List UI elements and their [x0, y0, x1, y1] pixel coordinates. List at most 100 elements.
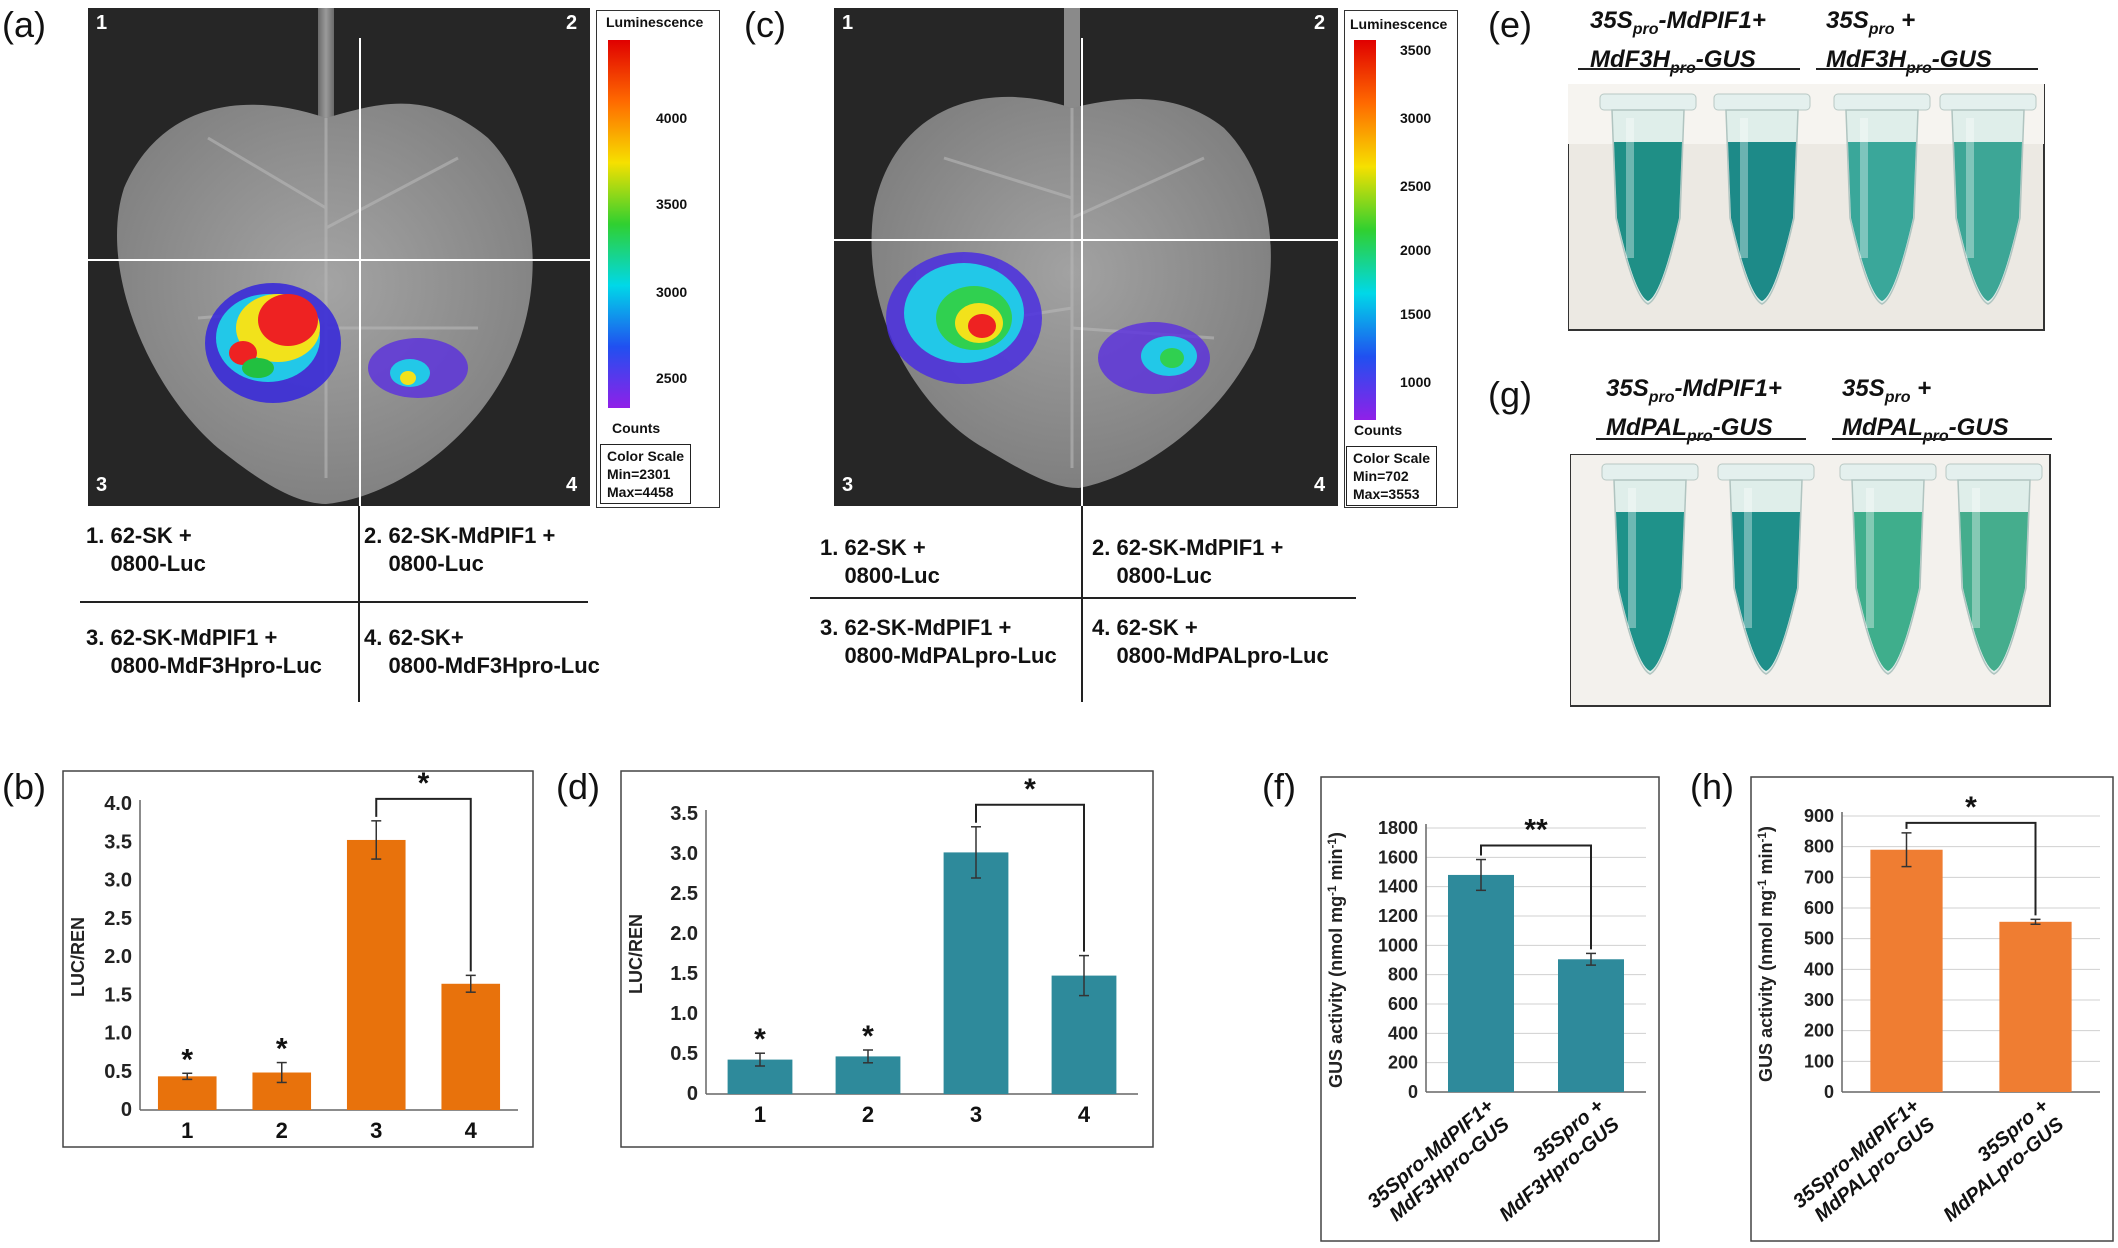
- ytick-f-3: 600: [1388, 994, 1418, 1014]
- scale-tick-a-0: 4000: [656, 110, 688, 126]
- ytick-f-7: 1400: [1378, 877, 1418, 897]
- legend-c-2: 2. 62-SK-MdPIF1 + 0800-Luc: [1092, 535, 1284, 588]
- panel-label-h: (h): [1690, 766, 1734, 807]
- chart-b: 0 0.5 1.0 1.5 2.0 2.5 3.0 3.5 4.0 LUC/REN * 1 * 2 3 4 *: [62, 770, 534, 1148]
- xtick-b-1: 1: [181, 1118, 193, 1143]
- quadrant-label-4a: 4: [566, 474, 578, 496]
- ytick-h-3: 300: [1804, 990, 1834, 1010]
- gus-g-tube-4: [1945, 463, 2043, 675]
- legend-grid-a: [80, 506, 588, 702]
- scale-tick-a-1: 3500: [656, 196, 688, 212]
- ytick-f-5: 1000: [1378, 935, 1418, 955]
- ytick-b-2: 1.0: [104, 1023, 132, 1045]
- legend-grid-c: [810, 506, 1356, 702]
- significance-bracket-label-d: *: [1024, 773, 1036, 806]
- legend-a-4: 4. 62-SK+ 0800-MdF3Hpro-Luc: [364, 625, 600, 678]
- chart-h: 0 100 200 300 400 500 600 700 800 900 GUS activity…: [1750, 776, 2114, 1242]
- ytick-b-5: 2.5: [104, 908, 132, 930]
- gus-g-tube-1: [1601, 463, 1699, 675]
- legend-a-1: 1. 62-SK + 0800-Luc: [86, 523, 206, 576]
- scale-info-c: Color Scale Min=702 Max=3553: [1346, 446, 1438, 506]
- gus-e-underline-left: [1578, 68, 1800, 70]
- significance-bracket-label-h: *: [1965, 791, 1977, 824]
- errorbar-b-3: [371, 820, 382, 860]
- ytick-f-2: 400: [1388, 1023, 1418, 1043]
- ytick-b-4: 2.0: [104, 946, 132, 968]
- xtick-d-2: 2: [862, 1102, 874, 1127]
- luminescence-spot-3a: [205, 283, 341, 403]
- quadrant-label-3c: 3: [842, 474, 854, 496]
- panel-label-f: (f): [1262, 766, 1296, 807]
- errorbar-b-2: [276, 1061, 287, 1084]
- scale-tick-c-2: 2500: [1400, 178, 1432, 194]
- xtick-b-3: 3: [370, 1118, 382, 1143]
- ytick-f-8: 1600: [1378, 847, 1418, 867]
- ytick-f-4: 800: [1388, 965, 1418, 985]
- gus-g-underline-left: [1596, 438, 1806, 440]
- gus-e-tube-3: [1833, 93, 1931, 305]
- panel-label-c: (c): [744, 4, 786, 45]
- errorbar-d-3: [971, 826, 981, 879]
- bar-f-2: [1558, 959, 1624, 1092]
- scale-tick-c-4: 1500: [1400, 306, 1432, 322]
- quadrant-label-1a: 1: [96, 12, 108, 34]
- gus-g-tube-3: [1839, 463, 1937, 675]
- errorbar-b-4: [465, 974, 476, 993]
- legend-a-3: 3. 62-SK-MdPIF1 + 0800-MdF3Hpro-Luc: [86, 625, 322, 678]
- luminescence-spot-4c: [1098, 322, 1210, 394]
- quadrant-label-1c: 1: [842, 12, 854, 34]
- ytick-h-0: 0: [1824, 1082, 1834, 1102]
- scale-info-a: Color Scale Min=2301 Max=4458: [600, 444, 692, 504]
- errorbar-d-1: [755, 1052, 765, 1067]
- panel-label-d: (d): [556, 766, 600, 807]
- significance-bracket-d: [975, 803, 1085, 952]
- significance-star-d-2: *: [862, 1020, 874, 1053]
- gus-g-left-label: 35Spro-MdPIF1+ MdPALpro-GUS: [1606, 375, 1782, 445]
- bar-h-2: [1999, 921, 2072, 1092]
- ytick-b-3: 1.5: [104, 984, 132, 1006]
- xtick-d-4: 4: [1078, 1102, 1091, 1127]
- ytick-b-0: 0: [121, 1099, 132, 1121]
- scale-unit-a: Counts: [612, 420, 661, 436]
- significance-bracket-label-b: *: [418, 770, 430, 800]
- ytick-d-3: 1.5: [670, 963, 698, 985]
- gus-e-underline-right: [1816, 68, 2038, 70]
- ytick-h-5: 500: [1804, 929, 1834, 949]
- ytick-h-9: 900: [1804, 806, 1834, 826]
- color-bar-a: [608, 40, 630, 408]
- legend-a-2: 2. 62-SK-MdPIF1 + 0800-Luc: [364, 523, 556, 576]
- legend-c-1: 1. 62-SK + 0800-Luc: [820, 535, 940, 588]
- scale-unit-c: Counts: [1354, 422, 1403, 438]
- ytick-f-0: 0: [1408, 1082, 1418, 1102]
- xtick-b-2: 2: [276, 1118, 288, 1143]
- ylabel-f: GUS activity (nmol mg-1 min-1): [1326, 832, 1347, 1088]
- ytick-f-1: 200: [1388, 1053, 1418, 1073]
- gus-e-tube-2: [1713, 93, 1811, 305]
- ytick-b-6: 3.0: [104, 870, 132, 892]
- ytick-d-7: 3.5: [670, 803, 698, 825]
- ytick-d-2: 1.0: [670, 1003, 698, 1025]
- ytick-b-8: 4.0: [104, 793, 132, 815]
- ytick-h-2: 200: [1804, 1021, 1834, 1041]
- ytick-h-4: 400: [1804, 959, 1834, 979]
- ytick-d-6: 3.0: [670, 843, 698, 865]
- scale-title-c: Luminescence: [1350, 16, 1448, 32]
- gus-g-underline-right: [1832, 438, 2052, 440]
- bar-d-3: [943, 852, 1009, 1094]
- significance-bracket-b: [375, 797, 472, 972]
- bar-b-4: [441, 983, 501, 1110]
- scale-tick-c-1: 3000: [1400, 110, 1432, 126]
- xtick-d-1: 1: [754, 1102, 766, 1127]
- xtick-b-4: 4: [465, 1118, 478, 1143]
- significance-bracket-label-f: **: [1524, 814, 1548, 847]
- errorbar-f-2: [1586, 952, 1596, 966]
- quadrant-label-3a: 3: [96, 474, 108, 496]
- errorbar-d-2: [863, 1049, 873, 1064]
- significance-bracket-f: [1480, 844, 1592, 950]
- ytick-d-5: 2.5: [670, 883, 698, 905]
- legend-c-3: 3. 62-SK-MdPIF1 + 0800-MdPALpro-Luc: [820, 615, 1057, 668]
- gus-g-right-label: 35Spro + MdPALpro-GUS: [1842, 375, 2009, 445]
- ytick-f-6: 1200: [1378, 906, 1418, 926]
- errorbar-d-4: [1079, 954, 1089, 997]
- color-bar-c: [1354, 40, 1376, 420]
